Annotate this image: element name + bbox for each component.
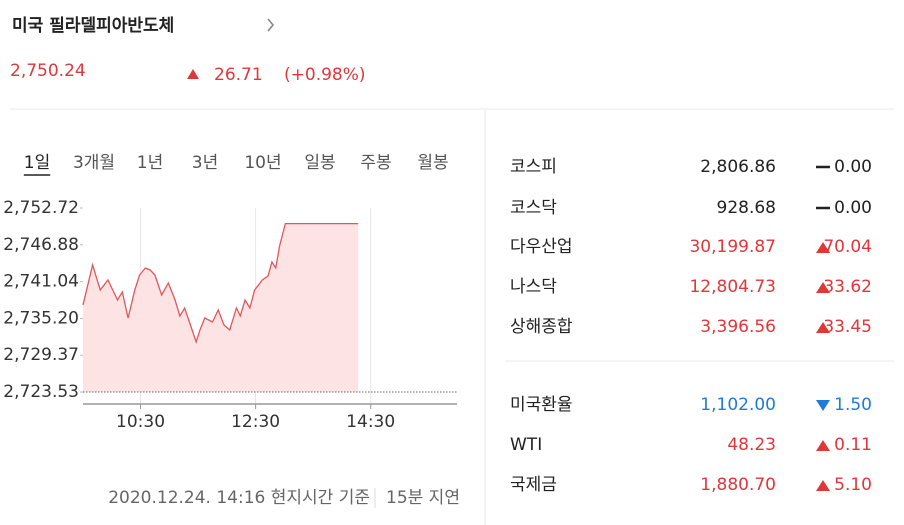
tab[interactable]: 3년 [192, 153, 218, 173]
change: 26.71 [214, 65, 263, 85]
y-tick-label: 2,741.04 [3, 272, 79, 292]
area [83, 223, 359, 393]
title[interactable]: 미국 필라델피아반도체 [12, 15, 174, 36]
market-name[interactable]: 상해종합 [510, 317, 573, 337]
up-arrow [816, 440, 830, 451]
price: 2,750.24 [10, 61, 86, 81]
x-tick-label: 14:30 [346, 412, 395, 432]
tab[interactable]: 10년 [244, 153, 281, 173]
up-arrow [816, 282, 830, 293]
x-tick-label: 10:30 [116, 412, 165, 432]
y-tick-label: 2,746.88 [3, 235, 79, 255]
market-value: 3,396.56 [700, 317, 776, 337]
up-arrow [816, 242, 830, 253]
change-pct: (+0.98%) [284, 65, 366, 85]
tab[interactable]: 3개월 [73, 153, 115, 173]
market-value: 1,102.00 [700, 395, 776, 415]
tab[interactable]: 일봉 [304, 153, 335, 173]
tab[interactable]: 1년 [137, 153, 163, 173]
market-name[interactable]: 국제금 [510, 475, 557, 495]
market-name[interactable]: 나스닥 [510, 277, 557, 297]
market-name[interactable]: 미국환율 [510, 395, 573, 415]
market-change: 33.62 [823, 277, 872, 297]
market-change: 1.50 [834, 395, 872, 415]
tab[interactable]: 주봉 [360, 153, 391, 173]
market-value: 30,199.87 [689, 237, 776, 257]
price-line [82, 222, 359, 345]
tab[interactable]: 월봉 [417, 153, 448, 173]
market-change: 0.00 [834, 198, 872, 218]
y-tick-label: 2,729.37 [3, 345, 79, 365]
market-change: 33.45 [823, 317, 872, 337]
market-value: 2,806.86 [700, 157, 776, 177]
chevron[interactable] [267, 18, 275, 32]
market-value: 928.68 [717, 198, 776, 218]
down-arrow [816, 400, 830, 411]
market-value: 12,804.73 [689, 277, 776, 297]
update-time: 2020.12.24. 14:16 현지시간 기준 [108, 488, 370, 508]
market-name[interactable]: 다우산업 [510, 237, 573, 257]
market-change: 70.04 [823, 237, 872, 257]
market-change: 0.00 [834, 157, 872, 177]
delay: 15분 지연 [386, 488, 460, 508]
tab[interactable]: 1일 [24, 153, 50, 173]
market-change: 5.10 [834, 475, 872, 495]
change-arrow [187, 69, 199, 79]
market-name[interactable]: WTI [510, 435, 542, 455]
market-name[interactable]: 코스닥 [510, 198, 557, 218]
y-tick-label: 2,735.20 [3, 308, 79, 328]
market-name[interactable]: 코스피 [510, 157, 557, 177]
up-arrow [816, 480, 830, 491]
y-tick-label: 2,752.72 [3, 198, 79, 218]
market-value: 48.23 [727, 435, 776, 455]
x-tick-label: 12:30 [231, 412, 280, 432]
up-arrow [816, 322, 830, 333]
market-change: 0.11 [834, 435, 872, 455]
y-tick-label: 2,723.53 [3, 382, 79, 402]
market-value: 1,880.70 [700, 475, 776, 495]
